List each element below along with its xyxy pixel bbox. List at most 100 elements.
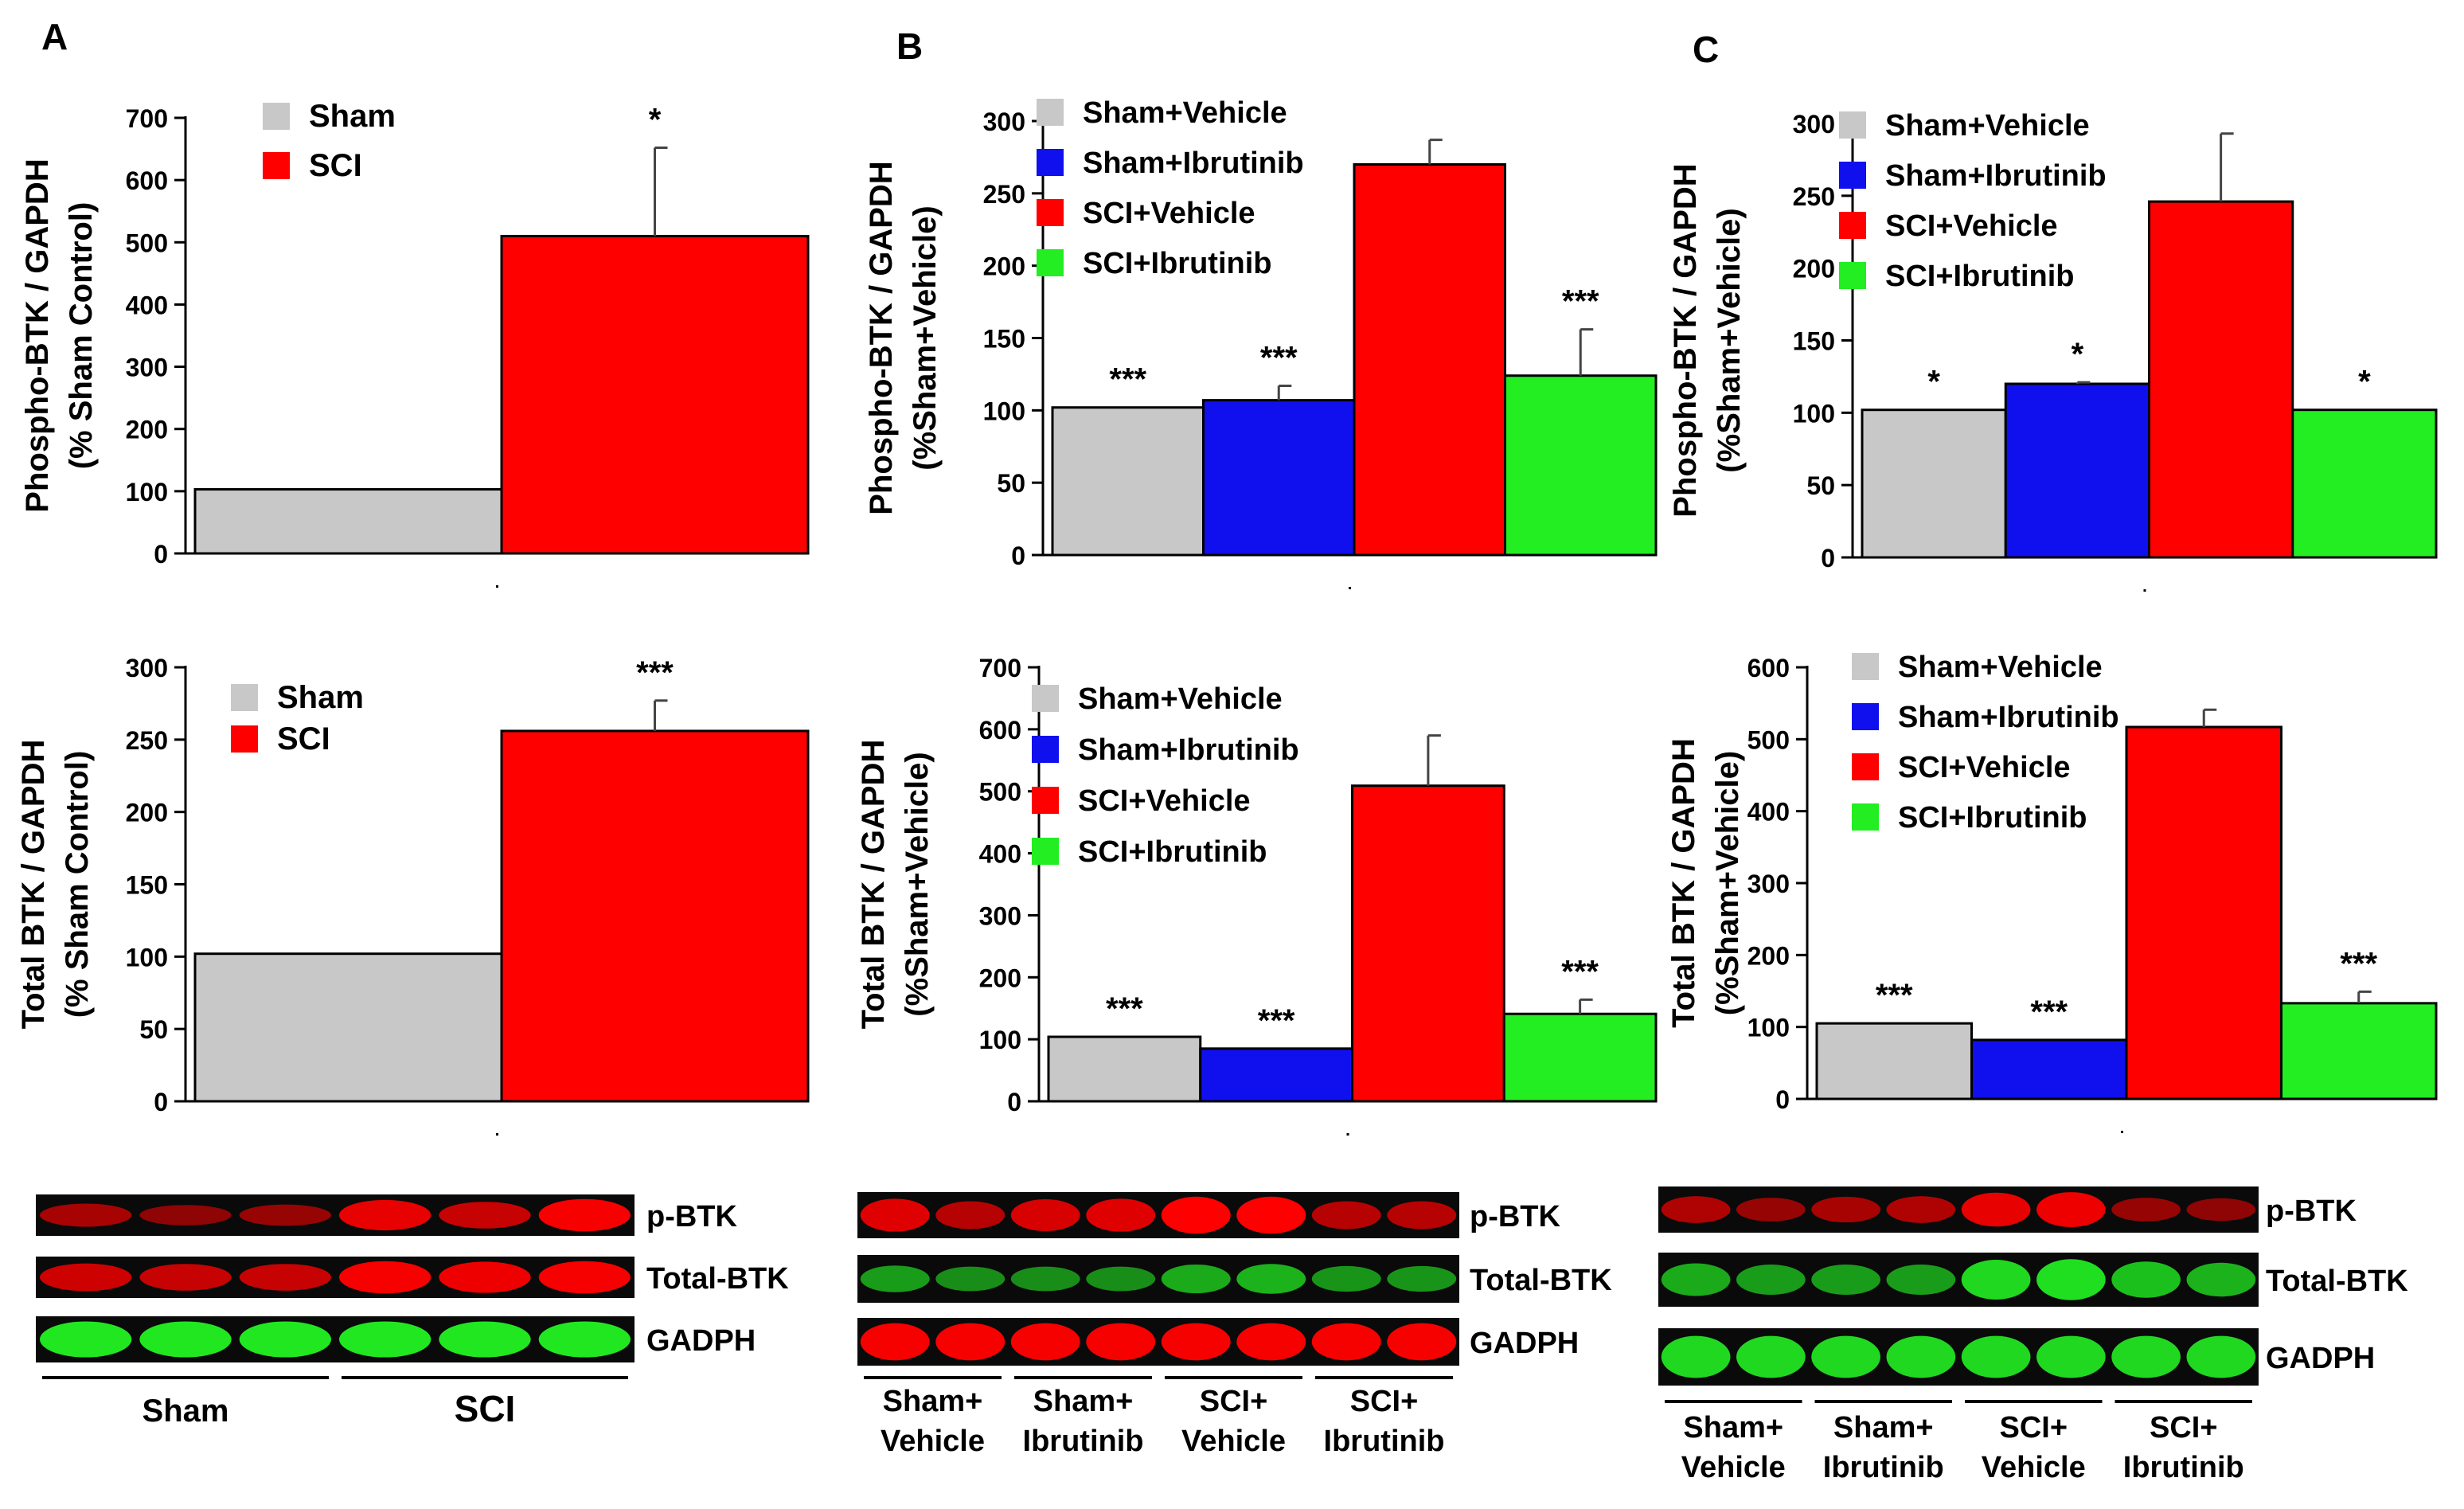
blot-band bbox=[1736, 1265, 1806, 1295]
x-tick-mark bbox=[496, 1133, 498, 1136]
blot-band bbox=[1010, 1266, 1080, 1292]
western-blot-a: p-BTK Total-BTK GADPH Sham SCI bbox=[36, 1194, 789, 1429]
legend-label: SCI bbox=[309, 148, 362, 183]
group-label: Ibrutinib bbox=[2123, 1451, 2244, 1484]
y-tick-label: 700 bbox=[126, 104, 168, 133]
legend-label: Sham+Vehicle bbox=[1898, 651, 2103, 684]
blot-band bbox=[935, 1266, 1006, 1292]
blot-band bbox=[860, 1323, 930, 1361]
blot-band bbox=[1311, 1323, 1381, 1361]
y-tick-label: 50 bbox=[139, 1015, 168, 1044]
legend-swatch bbox=[1032, 736, 1059, 763]
blot-row-label: p-BTK bbox=[646, 1200, 738, 1233]
y-tick-label: 300 bbox=[126, 354, 168, 382]
legend-swatch bbox=[263, 152, 290, 179]
blot-band bbox=[1961, 1192, 2031, 1227]
legend-swatch bbox=[1852, 653, 1879, 680]
chart-b-top: *** *** *** 0 50 100 150 200 250 300 Phospho-BTK /… bbox=[864, 96, 1658, 589]
y-tick-label: 300 bbox=[1793, 110, 1835, 139]
y-tick-label: 600 bbox=[979, 716, 1021, 745]
chart-a-bottom: *** 0 50 100 150 200 250 300 Total BTK / GAPDH (%… bbox=[16, 654, 810, 1136]
significance-label: *** bbox=[1561, 954, 1599, 989]
y-tick-label: 200 bbox=[126, 416, 168, 444]
blot-band bbox=[1811, 1335, 1880, 1378]
y-tick-label: 400 bbox=[979, 840, 1021, 869]
blot-band bbox=[439, 1321, 531, 1358]
bar bbox=[1351, 784, 1505, 1103]
legend-swatch bbox=[1037, 199, 1064, 226]
y-tick-label: 300 bbox=[1747, 870, 1790, 898]
legend-swatch bbox=[1032, 838, 1059, 865]
legend-swatch bbox=[1839, 162, 1866, 189]
legend-label: Sham+Ibrutinib bbox=[1078, 733, 1299, 767]
blot-band bbox=[1661, 1196, 1731, 1223]
blot-band bbox=[1961, 1260, 2031, 1300]
group-label: SCI+ bbox=[1999, 1411, 2068, 1444]
blot-band bbox=[1811, 1196, 1880, 1223]
y-tick-label: 300 bbox=[979, 901, 1021, 930]
group-label: Sham+ bbox=[883, 1385, 983, 1418]
legend-label: SCI+Vehicle bbox=[1885, 209, 2058, 243]
bar bbox=[193, 488, 503, 555]
bar bbox=[500, 234, 810, 555]
legend-label: SCI+Ibrutinib bbox=[1078, 835, 1267, 869]
blot-band bbox=[40, 1321, 132, 1358]
x-tick-mark bbox=[2121, 1131, 2123, 1133]
y-axis-label-line2: (%Sham+Vehicle) bbox=[1712, 208, 1747, 472]
bar bbox=[1047, 1035, 1202, 1103]
y-axis-label: Total BTK / GAPDH bbox=[1666, 738, 1701, 1028]
legend-label: Sham+Vehicle bbox=[1885, 109, 2090, 143]
chart-c-bottom: *** *** *** 0 100 200 300 400 500 600 Total BTK / … bbox=[1666, 651, 2438, 1133]
bar bbox=[1051, 406, 1205, 557]
legend-label: SCI bbox=[277, 721, 330, 756]
western-blot-b: p-BTK Total-BTK GADPH Sham+ Vehicle Sham+ Ibru… bbox=[857, 1192, 1612, 1458]
group-label: Sham+ bbox=[1033, 1385, 1134, 1418]
legend-swatch bbox=[1032, 787, 1059, 814]
y-axis-label: Phospho-BTK / GAPDH bbox=[864, 161, 899, 514]
blot-band bbox=[40, 1263, 132, 1292]
y-tick-label: 150 bbox=[126, 871, 168, 900]
significance-label: *** bbox=[2030, 995, 2068, 1030]
bar bbox=[1504, 374, 1658, 557]
significance-label: *** bbox=[1106, 991, 1143, 1026]
blot-band bbox=[1387, 1323, 1457, 1361]
blot-band bbox=[1886, 1196, 1956, 1223]
blot-band bbox=[935, 1323, 1006, 1361]
y-axis-label: Total BTK / GAPDH bbox=[856, 740, 891, 1030]
blot-band bbox=[1311, 1265, 1381, 1292]
blot-band bbox=[2036, 1259, 2106, 1300]
blot-band bbox=[2186, 1198, 2256, 1222]
legend-swatch bbox=[1839, 111, 1866, 139]
group-label: SCI+ bbox=[2150, 1411, 2218, 1444]
y-tick-label: 500 bbox=[979, 778, 1021, 807]
legend-swatch bbox=[1852, 753, 1879, 780]
group-label: Ibrutinib bbox=[1324, 1425, 1445, 1458]
y-tick-label: 200 bbox=[1793, 255, 1835, 283]
blot-band bbox=[339, 1199, 431, 1231]
y-tick-label: 0 bbox=[1775, 1085, 1790, 1114]
blot-row-label: GADPH bbox=[1470, 1327, 1579, 1360]
blot-band bbox=[1811, 1265, 1880, 1295]
y-tick-label: 400 bbox=[126, 291, 168, 319]
significance-label: * bbox=[1927, 365, 1940, 400]
y-axis-label: Phospho-BTK / GAPDH bbox=[20, 158, 55, 512]
x-tick-mark bbox=[1349, 587, 1351, 589]
blot-strip bbox=[36, 1316, 635, 1362]
blot-row-label: Total-BTK bbox=[2266, 1265, 2408, 1298]
blot-band bbox=[1736, 1335, 1806, 1378]
y-tick-label: 250 bbox=[126, 726, 168, 755]
blot-band bbox=[2111, 1198, 2181, 1222]
group-label: Vehicle bbox=[1681, 1451, 1786, 1484]
blot-strip bbox=[36, 1194, 635, 1236]
blot-band bbox=[1736, 1198, 1806, 1222]
blot-band bbox=[538, 1321, 631, 1358]
bar bbox=[500, 729, 810, 1103]
y-axis-label: Total BTK / GAPDH bbox=[16, 740, 51, 1030]
legend-label: Sham+Vehicle bbox=[1083, 96, 1287, 130]
y-tick-label: 600 bbox=[1747, 654, 1790, 682]
legend-swatch bbox=[263, 103, 290, 130]
bar bbox=[1199, 1047, 1353, 1103]
legend-label: Sham+Ibrutinib bbox=[1898, 701, 2119, 734]
legend-label: Sham+Ibrutinib bbox=[1083, 147, 1304, 180]
